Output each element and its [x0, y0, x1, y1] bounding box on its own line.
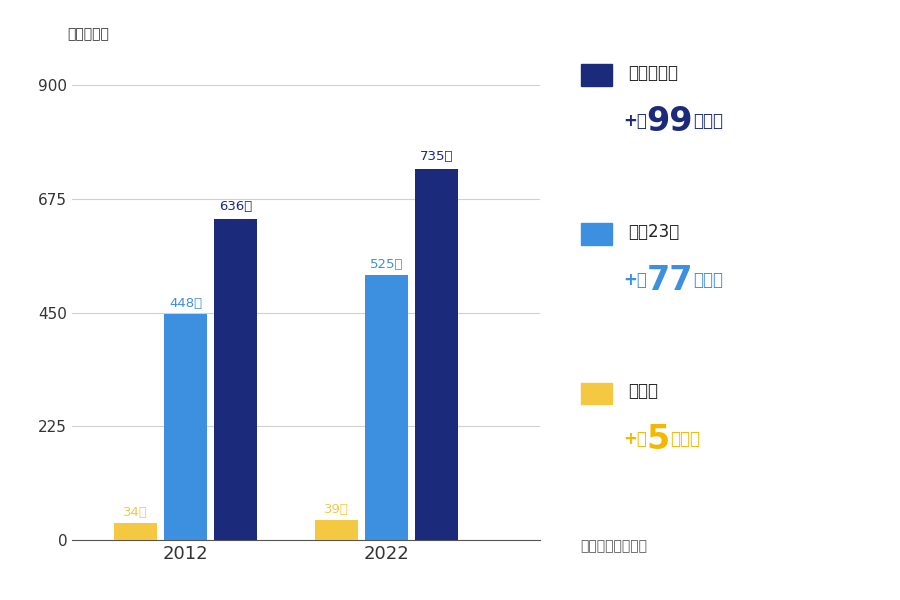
Text: 大田区: 大田区 [628, 382, 658, 400]
Text: 448万: 448万 [169, 296, 202, 310]
Text: 万世帯: 万世帯 [693, 112, 724, 130]
Text: 735万: 735万 [419, 149, 453, 163]
Text: +約: +約 [623, 112, 647, 130]
Bar [415, 169, 458, 540]
Bar [315, 520, 357, 540]
Text: 636万: 636万 [220, 200, 252, 212]
Text: 525万: 525万 [370, 257, 403, 271]
Text: +約: +約 [623, 271, 647, 289]
Bar [164, 314, 207, 540]
Text: 77: 77 [647, 263, 693, 296]
Bar [114, 523, 157, 540]
Text: 万世帯: 万世帯 [670, 430, 700, 448]
Text: 39万: 39万 [324, 503, 348, 516]
Text: 東京都全体: 東京都全体 [628, 64, 679, 82]
Text: 万世帯: 万世帯 [693, 271, 724, 289]
Bar [214, 218, 257, 540]
Text: （万世帯）: （万世帯） [68, 27, 109, 41]
Text: +約: +約 [623, 430, 647, 448]
Bar [364, 275, 408, 540]
Text: 5: 5 [647, 422, 670, 456]
Text: 東京23区: 東京23区 [628, 223, 680, 241]
Text: 34万: 34万 [123, 506, 148, 519]
Text: 各年１月１日時点: 各年１月１日時点 [580, 539, 647, 553]
Text: 99: 99 [647, 104, 693, 137]
